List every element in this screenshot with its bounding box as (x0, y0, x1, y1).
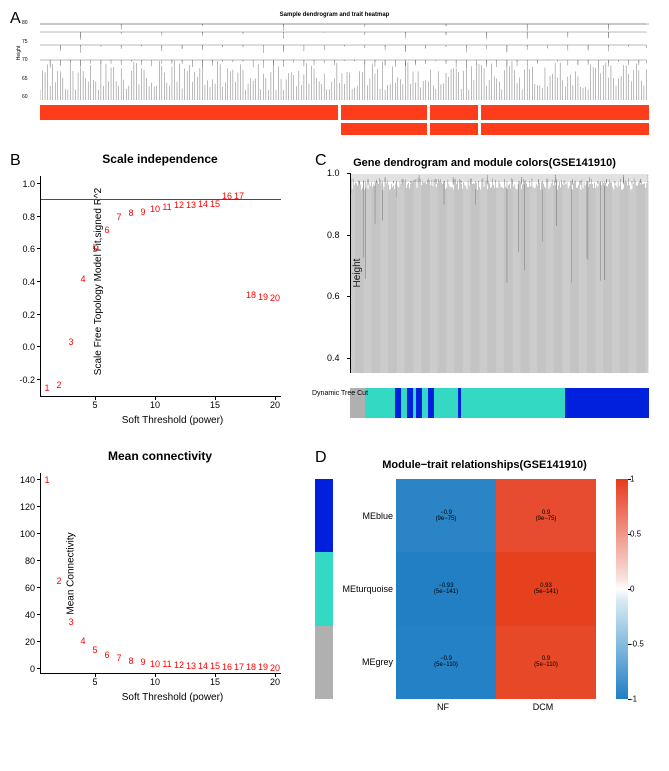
panel-b2: Mean connectivity Mean Connectivity 5101… (10, 449, 310, 712)
panel-c-title: Gene dendrogram and module colors(GSE141… (310, 157, 659, 169)
panel-b1-chartbox: 5101520-0.20.00.20.40.60.81.012345678910… (40, 176, 281, 397)
panel-c-dendrogram: Height 0.40.60.81.0 (350, 173, 649, 373)
panel-b2-title: Mean connectivity (10, 449, 310, 463)
panel-b1-title: Scale independence (10, 152, 310, 166)
panel-a-trait-bar-1 (40, 105, 649, 120)
panel-c-module-bar (350, 388, 649, 418)
panel-a: Sample dendrogram and trait heatmap Heig… (10, 10, 659, 140)
figure: A Sample dendrogram and trait heatmap He… (10, 10, 659, 712)
panel-a-dendrogram (40, 20, 649, 100)
panel-b2-xlabel: Soft Threshold (power) (40, 692, 305, 703)
panel-d-xlabels: NFDCM (393, 699, 593, 712)
panel-a-trait-bar-2 (40, 123, 649, 135)
panel-d-heatmap: MEblueMEturquoiseMEgrey−0.9(9e−75)0.9(9e… (315, 479, 659, 699)
panel-b1-xlabel: Soft Threshold (power) (40, 415, 305, 426)
panel-c: Gene dendrogram and module colors(GSE141… (310, 152, 659, 431)
panel-a-title: Sample dendrogram and trait heatmap (280, 12, 390, 18)
panel-d: Module−trait relationships(GSE141910) ME… (310, 449, 659, 712)
panel-b1: Scale independence Scale Free Topology M… (10, 152, 310, 431)
panel-c-module-label: Dynamic Tree Cut (312, 390, 368, 397)
panel-a-yaxis: 8075706560 (22, 20, 28, 100)
panel-d-title: Module−trait relationships(GSE141910) (310, 459, 659, 471)
panel-b2-chartbox: 5101520020406080100120140123456789101112… (40, 473, 281, 674)
